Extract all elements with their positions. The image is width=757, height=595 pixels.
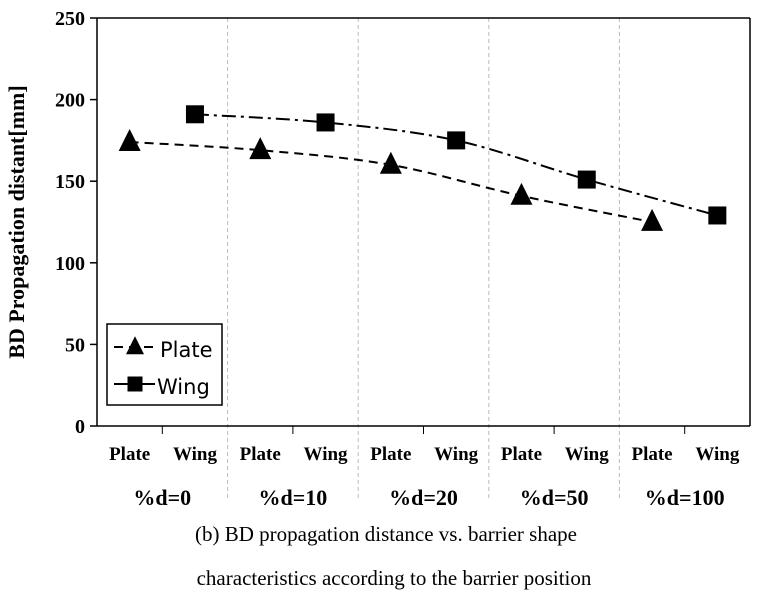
data-point-plate bbox=[379, 151, 402, 174]
caption-line-2: characteristics according to the barrier… bbox=[197, 566, 592, 590]
x-tick-label: Wing bbox=[304, 444, 349, 465]
y-tick-label: 250 bbox=[55, 8, 85, 30]
y-axis-label: BD Propagation distant[mm] bbox=[4, 85, 29, 358]
data-point-plate bbox=[118, 128, 141, 151]
legend-label-plate: Plate bbox=[160, 338, 213, 362]
data-point-plate bbox=[510, 182, 533, 205]
group-label: %d=100 bbox=[645, 485, 725, 510]
x-tick-label: Wing bbox=[695, 444, 740, 465]
x-tick-label: Wing bbox=[434, 444, 479, 465]
data-point-wing bbox=[447, 131, 466, 150]
x-tick-label: Plate bbox=[370, 444, 411, 465]
y-tick-label: 50 bbox=[65, 334, 85, 356]
series-line-wing bbox=[194, 113, 718, 217]
group-label: %d=20 bbox=[389, 485, 458, 510]
data-point-wing bbox=[577, 170, 596, 189]
x-tick-label: Plate bbox=[501, 444, 542, 465]
y-tick-label: 200 bbox=[55, 90, 85, 112]
legend: Plate Wing bbox=[106, 323, 223, 406]
grid-lines bbox=[227, 18, 620, 500]
axes bbox=[90, 17, 751, 434]
group-label: %d=0 bbox=[133, 485, 191, 510]
x-tick-label: Wing bbox=[565, 444, 610, 465]
group-label: %d=50 bbox=[520, 485, 589, 510]
labels-layer: 0 50 100 150 200 250 Plate Wing Plate Wing Plate Wi… bbox=[55, 8, 740, 510]
legend-marker-wing bbox=[127, 376, 143, 392]
x-tick-label: Plate bbox=[631, 444, 672, 465]
x-tick-label: Plate bbox=[240, 444, 281, 465]
data-point-wing bbox=[316, 113, 335, 132]
caption-line-1: (b) BD propagation distance vs. barrier … bbox=[195, 522, 577, 546]
x-tick-label: Plate bbox=[109, 444, 150, 465]
data-point-plate bbox=[249, 137, 272, 160]
series-layer bbox=[118, 105, 727, 231]
y-tick-label: 100 bbox=[55, 253, 85, 275]
y-tick-label: 0 bbox=[75, 416, 85, 438]
legend-label-wing: Wing bbox=[157, 375, 210, 399]
data-point-plate bbox=[641, 208, 664, 231]
data-point-wing bbox=[185, 105, 204, 124]
legend-marker-plate bbox=[126, 336, 144, 355]
legend-box bbox=[106, 323, 223, 406]
group-label: %d=10 bbox=[259, 485, 328, 510]
data-point-wing bbox=[708, 206, 727, 225]
y-tick-label: 150 bbox=[55, 171, 85, 193]
x-tick-label: Wing bbox=[173, 444, 218, 465]
